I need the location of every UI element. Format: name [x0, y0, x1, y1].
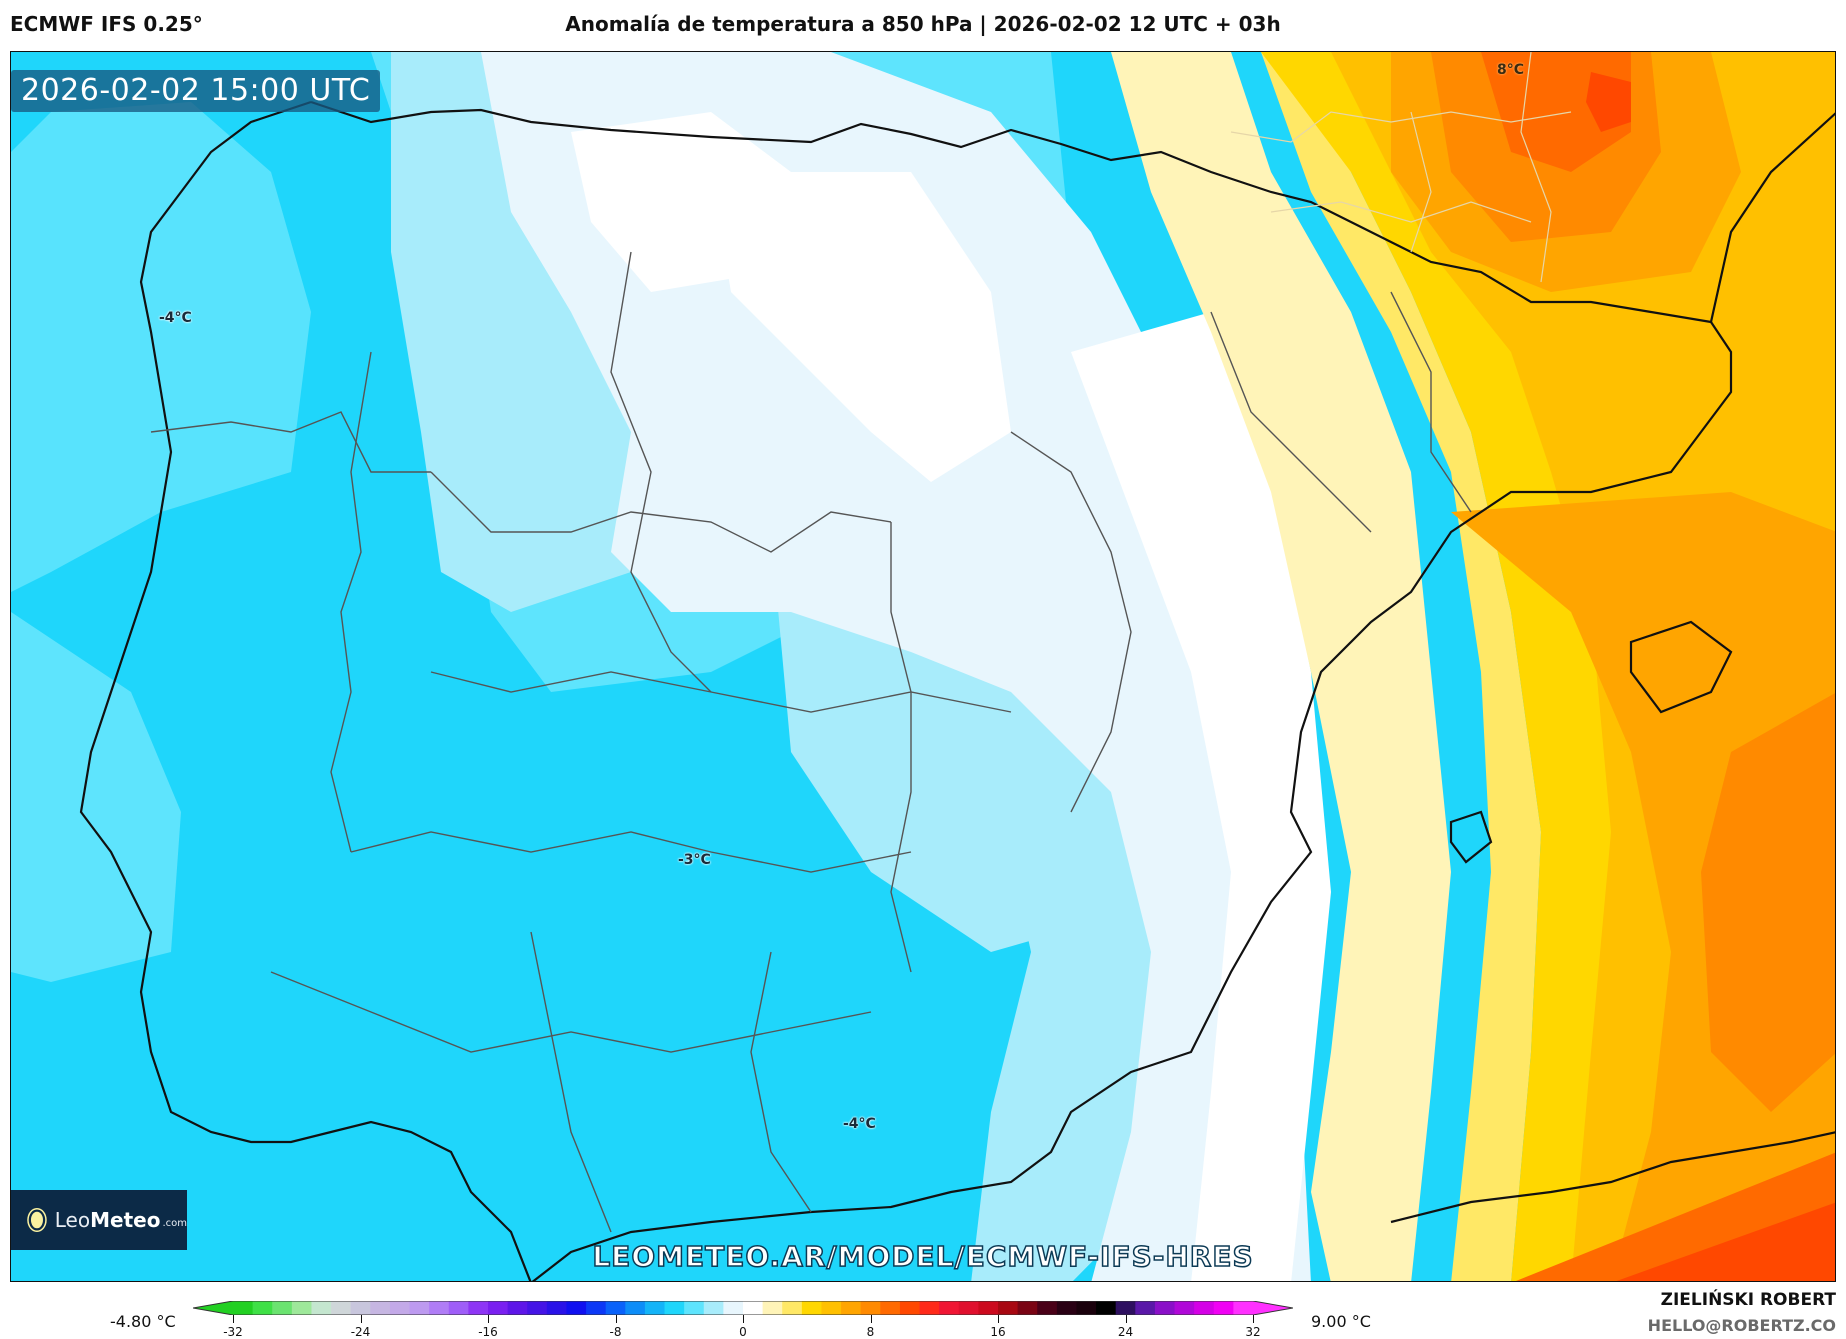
contour-label-minus4c-south: -4°C: [843, 1116, 876, 1132]
logo-text-leo: Leo: [54, 1208, 91, 1232]
chart-title: Anomalía de temperatura a 850 hPa | 2026…: [565, 12, 1281, 36]
colorbar-tick: [615, 1315, 617, 1323]
colorbar-tick-label: 0: [739, 1325, 747, 1339]
colorbar-tick-label: 16: [990, 1325, 1006, 1339]
valid-time-badge: 2026-02-02 15:00 UTC: [11, 70, 381, 112]
colorbar: [193, 1301, 1293, 1315]
colorbar-tick: [743, 1315, 744, 1323]
colorbar-tick: [998, 1315, 999, 1323]
colorbar-tick: [1125, 1315, 1127, 1323]
contour-label-minus3c: -3°C: [678, 852, 711, 868]
logo-text-meteo: Meteo: [90, 1208, 161, 1232]
colorbar-tick-label: 8: [866, 1325, 875, 1339]
sun-icon: [30, 1211, 43, 1229]
colorbar-tick-label: 32: [1245, 1325, 1261, 1339]
colorbar-tick: [488, 1315, 489, 1323]
map-canvas: [11, 52, 1835, 1281]
author-name: ZIELIŃSKI ROBERT: [1660, 1290, 1836, 1310]
colorbar-tick-label: 24: [1117, 1325, 1134, 1339]
colorbar-tick-label: -32: [223, 1325, 243, 1339]
source-url-watermark: LEOMETEO.AR/MODEL/ECMWF-IFS-HRES: [592, 1239, 1254, 1274]
colorbar-min-value: -4.80 °C: [110, 1312, 176, 1331]
model-name: ECMWF IFS 0.25°: [10, 12, 203, 36]
colorbar-tick: [1253, 1315, 1254, 1323]
contour-label-8c: 8°C: [1497, 62, 1525, 78]
leometeo-logo: Leo Meteo .com: [11, 1190, 187, 1250]
temperature-anomaly-map[interactable]: 2026-02-02 15:00 UTC 8°C -4°C -3°C -4°C …: [10, 51, 1836, 1282]
colorbar-tick: [360, 1315, 362, 1323]
colorbar-tick-label: -16: [478, 1325, 498, 1339]
author-email[interactable]: HELLO@ROBERTZ.CO: [1647, 1316, 1836, 1335]
colorbar-tick: [233, 1315, 234, 1323]
colorbar-max-value: 9.00 °C: [1311, 1312, 1371, 1331]
logo-text-com: .com: [162, 1217, 187, 1229]
colorbar-tick-label: -8: [609, 1325, 622, 1339]
contour-label-minus4c-north: -4°C: [159, 310, 192, 326]
colorbar-tick: [870, 1315, 872, 1323]
colorbar-tick-label: -24: [350, 1325, 371, 1339]
